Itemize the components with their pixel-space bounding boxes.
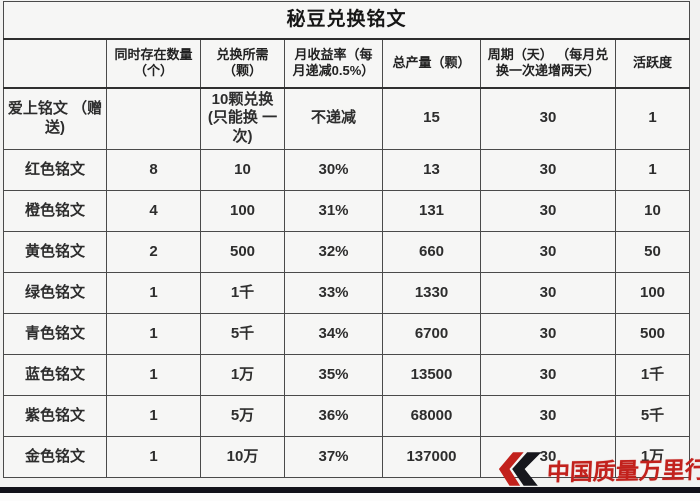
- table-cell: 30: [480, 149, 616, 191]
- table-cell: 30: [480, 313, 616, 355]
- table-cell: 68000: [382, 395, 481, 437]
- table-cell: 660: [382, 231, 481, 273]
- exchange-table: 秘豆兑换铭文 同时存在数量（个） 兑换所需（颗） 月收益率（每月递减0.5%） …: [2, 1, 691, 478]
- table-cell: 1: [614, 149, 691, 191]
- table-cell: 1万: [200, 354, 285, 396]
- table-cell: 15: [382, 87, 481, 150]
- header-cycle-days: 周期（天） （每月兑换一次递增两天）: [480, 38, 616, 89]
- table-cell: 1千: [200, 272, 285, 314]
- table-cell: 137000: [382, 436, 481, 478]
- table-cell: 30%: [284, 149, 383, 191]
- table-cell: 30: [480, 354, 616, 396]
- row-label: 绿色铭文: [3, 272, 107, 314]
- table-cell: 37%: [284, 436, 383, 478]
- row-label: 红色铭文: [3, 149, 107, 191]
- table-cell: 10: [200, 149, 285, 191]
- row-label: 蓝色铭文: [3, 354, 107, 396]
- table-cell: 100: [200, 190, 285, 232]
- table-cell: 2: [106, 231, 201, 273]
- bottom-white-strip: [0, 493, 700, 501]
- table-row: 红色铭文 8 10 30% 13 30 1: [3, 149, 691, 191]
- table-cell: 500: [200, 231, 285, 273]
- table-row: 蓝色铭文 1 1万 35% 13500 30 1千: [3, 354, 691, 396]
- table-cell: 8: [106, 149, 201, 191]
- row-label: 爱上铭文 （赠送): [3, 87, 107, 150]
- table-cell: 5千: [200, 313, 285, 355]
- table-cell: 30: [480, 436, 616, 478]
- table-cell: 13: [382, 149, 481, 191]
- table-cell: 1: [106, 272, 201, 314]
- table-cell: 6700: [382, 313, 481, 355]
- table-cell: 100: [614, 272, 691, 314]
- table-cell: 500: [614, 313, 691, 355]
- row-label: 金色铭文: [3, 436, 107, 478]
- table-cell: 30: [480, 190, 616, 232]
- table-cell: 1: [106, 313, 201, 355]
- table-cell: 30: [480, 231, 616, 273]
- table-row: 金色铭文 1 10万 37% 137000 30 1万: [3, 436, 691, 478]
- table-cell: 30: [480, 272, 616, 314]
- table-row: 绿色铭文 1 1千 33% 1330 30 100: [3, 272, 691, 314]
- table-cell: 1千: [614, 354, 691, 396]
- table-cell: 10万: [200, 436, 285, 478]
- header-row: 同时存在数量（个） 兑换所需（颗） 月收益率（每月递减0.5%） 总产量（颗） …: [3, 38, 691, 89]
- table-cell: 50: [614, 231, 691, 273]
- table-cell: 1: [614, 87, 691, 150]
- table-row: 橙色铭文 4 100 31% 131 30 10: [3, 190, 691, 232]
- table-cell: 1: [106, 354, 201, 396]
- header-exchange-cost: 兑换所需（颗）: [200, 38, 285, 89]
- table-cell: 30: [480, 395, 616, 437]
- header-total-output: 总产量（颗）: [382, 38, 481, 89]
- table-cell: 30: [480, 87, 616, 150]
- table-cell: 31%: [284, 190, 383, 232]
- row-label: 橙色铭文: [3, 190, 107, 232]
- table-cell: 5万: [200, 395, 285, 437]
- table-cell: 33%: [284, 272, 383, 314]
- row-label: 青色铭文: [3, 313, 107, 355]
- table-cell: 10: [614, 190, 691, 232]
- header-concurrent-count: 同时存在数量（个）: [106, 38, 201, 89]
- table-cell: 10颗兑换 (只能换 一次): [200, 87, 285, 150]
- table-cell: 1: [106, 436, 201, 478]
- table-cell: 32%: [284, 231, 383, 273]
- table-cell: 不递减: [284, 87, 383, 150]
- table-cell: 131: [382, 190, 481, 232]
- bottom-divider-bar: [0, 487, 700, 493]
- table-row: 青色铭文 1 5千 34% 6700 30 500: [3, 313, 691, 355]
- header-monthly-yield: 月收益率（每月递减0.5%）: [284, 38, 383, 89]
- table-cell: 13500: [382, 354, 481, 396]
- table-cell: 36%: [284, 395, 383, 437]
- row-label: 紫色铭文: [3, 395, 107, 437]
- table-cell: 1330: [382, 272, 481, 314]
- table-cell: 1: [106, 395, 201, 437]
- page-title: 秘豆兑换铭文: [2, 1, 691, 40]
- table-row: 黄色铭文 2 500 32% 660 30 50: [3, 231, 691, 273]
- header-blank: [3, 38, 107, 89]
- table-cell: [106, 87, 201, 150]
- row-label: 黄色铭文: [3, 231, 107, 273]
- header-activity: 活跃度: [614, 38, 691, 89]
- table-row: 紫色铭文 1 5万 36% 68000 30 5千: [3, 395, 691, 437]
- table-cell: 34%: [284, 313, 383, 355]
- table-row: 爱上铭文 （赠送) 10颗兑换 (只能换 一次) 不递减 15 30 1: [3, 87, 691, 150]
- table-cell: 4: [106, 190, 201, 232]
- table-cell: 1万: [614, 436, 691, 478]
- table-cell: 5千: [614, 395, 691, 437]
- table-cell: 35%: [284, 354, 383, 396]
